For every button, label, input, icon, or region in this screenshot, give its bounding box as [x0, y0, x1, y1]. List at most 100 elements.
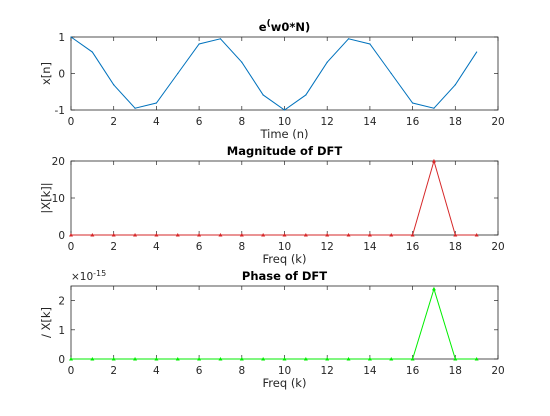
axis-exponent: ×10-15: [71, 269, 106, 283]
data-point: [111, 233, 116, 237]
x-tick-label: 10: [278, 241, 291, 253]
data-point: [197, 233, 202, 237]
series-line: [71, 159, 477, 236]
x-tick-label: 16: [406, 365, 420, 377]
data-point: [134, 107, 136, 109]
exponent-power: -15: [93, 269, 106, 278]
data-point: [325, 357, 330, 361]
data-point: [431, 286, 436, 291]
series-line: [71, 287, 477, 360]
data-point: [282, 357, 287, 361]
data-point: [433, 107, 435, 109]
x-tick-label: 18: [449, 241, 462, 253]
data-point: [282, 233, 287, 237]
title-rest: w0*N): [271, 20, 311, 34]
data-point: [453, 357, 458, 361]
data-point: [410, 233, 415, 237]
x-tick-label: 4: [153, 241, 160, 253]
data-point: [175, 233, 180, 237]
x-tick-label: 10: [278, 365, 291, 377]
data-point: [175, 357, 180, 361]
x-tick-label: 4: [153, 116, 160, 128]
x-axis-label: Freq (k): [263, 252, 307, 266]
data-point: [154, 357, 159, 361]
title-base: e: [259, 20, 267, 34]
data-point: [113, 84, 115, 86]
data-point: [133, 233, 138, 237]
x-tick-label: 0: [68, 365, 75, 377]
data-point: [326, 61, 328, 63]
data-point: [346, 233, 351, 237]
data-point: [305, 94, 307, 96]
data-point: [133, 357, 138, 361]
data-point: [239, 233, 244, 237]
x-axis-label: Freq (k): [263, 376, 307, 390]
data-point: [389, 233, 394, 237]
data-point: [303, 233, 308, 237]
x-tick-label: 12: [321, 365, 334, 377]
y-axis-label: |X[k]|: [39, 182, 53, 213]
data-point: [389, 357, 394, 361]
data-point: [410, 357, 415, 361]
data-point: [325, 233, 330, 237]
data-point: [155, 102, 157, 104]
y-tick-label: 0: [58, 230, 65, 242]
data-point: [474, 233, 479, 237]
data-point: [69, 233, 73, 237]
data-point: [218, 357, 223, 361]
data-point: [431, 159, 436, 163]
x-tick-label: 20: [491, 241, 504, 253]
x-tick-label: 2: [110, 365, 117, 377]
x-tick-label: 12: [321, 116, 334, 128]
data-point: [474, 357, 479, 361]
data-point: [261, 357, 266, 361]
x-tick-label: 20: [491, 116, 504, 128]
data-point: [177, 72, 179, 75]
x-tick-label: 6: [196, 116, 203, 128]
x-tick-label: 18: [449, 116, 462, 128]
data-point: [154, 233, 159, 237]
subplot-2: 0 2 4 6 8 10 12 14 16 18 20 0 10 20 Freq (k) |X[k]| Magn…: [39, 144, 505, 266]
axes-frame: [70, 160, 499, 236]
data-point: [454, 84, 456, 86]
data-point: [197, 357, 202, 361]
data-point: [346, 357, 351, 361]
data-point: [241, 61, 243, 63]
data-point: [69, 357, 73, 361]
x-tick-label: 10: [278, 116, 291, 128]
x-tick-label: 18: [449, 365, 462, 377]
y-tick-label: 1: [58, 325, 65, 337]
data-point: [367, 233, 372, 237]
y-tick-label: 0: [58, 69, 65, 81]
x-tick-label: 6: [196, 241, 203, 253]
data-point: [198, 43, 200, 45]
data-point: [239, 357, 244, 361]
data-point: [261, 233, 266, 237]
x-tick-label: 8: [238, 116, 245, 128]
data-point: [90, 233, 95, 237]
data-point: [303, 357, 308, 361]
data-point: [453, 233, 458, 237]
title-superscript: (: [267, 19, 271, 29]
axes-frame: [70, 285, 499, 360]
x-axis-label: Time (n): [259, 127, 308, 141]
data-point: [476, 51, 478, 53]
x-tick-label: 8: [238, 241, 245, 253]
y-axis-label: x[n]: [39, 62, 53, 85]
data-point: [347, 38, 350, 40]
data-point: [111, 357, 116, 361]
x-tick-label: 2: [110, 116, 117, 128]
data-point: [367, 357, 372, 361]
x-tick-label: 16: [406, 241, 420, 253]
data-point: [218, 233, 223, 237]
x-tick-label: 0: [68, 116, 75, 128]
data-point: [262, 94, 264, 96]
x-tick-label: 8: [238, 365, 245, 377]
y-tick-label: 0: [58, 354, 65, 366]
data-point: [91, 51, 93, 53]
x-tick-label: 12: [321, 241, 334, 253]
y-tick-label: 20: [52, 156, 65, 168]
x-tick-label: 0: [68, 241, 75, 253]
